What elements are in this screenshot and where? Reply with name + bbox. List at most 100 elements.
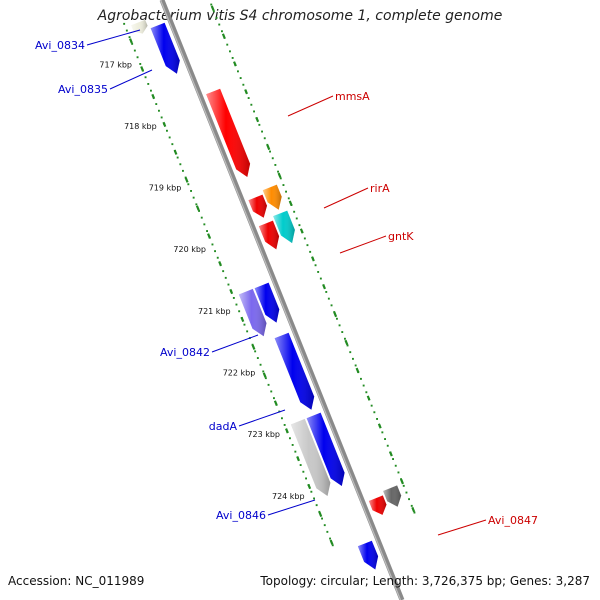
gene-label[interactable]: gntK: [388, 230, 414, 243]
tick-dot: [344, 337, 346, 340]
tick-dot: [295, 217, 298, 220]
gene-label[interactable]: Avi_0847: [488, 514, 538, 527]
label-leader-line: [211, 334, 259, 353]
label-leader-line: [339, 235, 387, 254]
gene-feature-fr2[interactable]: [258, 220, 280, 250]
tick-dot: [158, 109, 160, 112]
tick-dot: [381, 431, 384, 434]
tick-dash: [221, 33, 226, 39]
backbone-highlight: [159, 0, 402, 600]
gene-label[interactable]: mmsA: [335, 90, 370, 103]
tick-dot: [346, 344, 349, 347]
tick-dot: [267, 383, 270, 386]
gene-feature-f0847[interactable]: [368, 495, 387, 515]
gene-feature-fgntK[interactable]: [273, 210, 295, 244]
tick-dot: [221, 30, 223, 33]
gene-arrow-shading: [254, 282, 280, 323]
tick-dot: [410, 504, 413, 507]
accession-text: Accession: NC_011989: [8, 574, 145, 588]
gene-label[interactable]: Avi_0835: [58, 83, 108, 96]
tick-dot: [384, 438, 386, 440]
tick-dot: [238, 310, 241, 313]
tick-dot: [133, 49, 136, 52]
gene-feature-fr1[interactable]: [248, 194, 268, 218]
gene-arrow-shading: [206, 88, 251, 177]
tick-dot: [294, 450, 297, 453]
tick-dot: [373, 411, 376, 414]
tick-dot: [256, 357, 259, 359]
tick-dash: [400, 479, 404, 485]
tick-dot: [279, 177, 282, 180]
backbone-layer: [159, 0, 405, 600]
tick-dot: [302, 470, 305, 473]
gene-feature-fmmsA[interactable]: [206, 88, 251, 177]
tick-dash: [207, 233, 211, 239]
tick-dash: [288, 200, 293, 206]
tick-dot: [147, 83, 150, 85]
tick-dot: [242, 83, 245, 86]
tick-dot: [264, 377, 267, 380]
tick-dot: [271, 157, 274, 160]
tick-dot: [318, 510, 321, 513]
tick-dot: [392, 458, 394, 460]
gene-feature-frirA[interactable]: [262, 184, 282, 210]
tick-dot: [214, 250, 216, 253]
tick-dash: [173, 149, 178, 155]
tick-dot: [287, 197, 290, 200]
tick-dot: [171, 143, 174, 146]
gene-feature-f0842[interactable]: [238, 288, 267, 337]
tick-dash: [255, 116, 260, 123]
tick-dot: [282, 184, 285, 186]
tick-layer: 717 kbp 718 kbp 719 kbp 720 kbp 721 kbp 722 k…: [99, 3, 416, 547]
label-leader-line: [238, 409, 286, 427]
tick-dot: [144, 76, 147, 79]
gene-label[interactable]: Avi_0846: [216, 509, 266, 522]
gene-label[interactable]: Avi_0834: [35, 39, 85, 52]
gene-label[interactable]: Avi_0842: [160, 346, 210, 359]
gene-label[interactable]: dadA: [209, 420, 238, 433]
tick-dot: [198, 210, 200, 212]
tick-dot: [329, 537, 331, 540]
gene-arrow-shading: [150, 22, 180, 74]
gene-feature-f0834[interactable]: [131, 19, 148, 34]
tick-dot: [306, 244, 309, 247]
tick-dot: [200, 216, 203, 219]
tick-dot: [303, 237, 306, 240]
label-layer: Avi_0834 Avi_0835 mmsA rirA gntK Avi_0842 dadA…: [35, 29, 538, 536]
gene-feature-fgray[interactable]: [383, 485, 402, 507]
tick-dash: [333, 311, 338, 318]
tick-dash: [344, 339, 349, 346]
tick-dot: [323, 524, 326, 527]
tick-dot: [184, 176, 187, 179]
tick-dot: [394, 464, 397, 467]
tick-label: 719 kbp: [149, 184, 182, 193]
tick-dot: [402, 484, 405, 487]
tick-dot: [212, 10, 215, 13]
tick-dot: [211, 243, 214, 246]
gene-feature-fbottom[interactable]: [357, 540, 379, 570]
gene-arrow-shading: [238, 288, 267, 337]
tick-dot: [128, 36, 131, 39]
gene-feature-fdadA[interactable]: [274, 332, 315, 410]
tick-dot: [285, 190, 287, 193]
tick-dash: [266, 144, 271, 151]
tick-dot: [270, 390, 273, 393]
tick-dash: [285, 428, 289, 434]
label-leader-line: [86, 29, 141, 46]
tick-dot: [195, 203, 198, 206]
tick-dash: [307, 483, 312, 490]
tick-dot: [231, 57, 234, 59]
gene-feature-fblue1[interactable]: [254, 282, 280, 323]
tick-dash: [296, 456, 300, 462]
tick-dot: [123, 22, 126, 25]
gene-feature-fblue2[interactable]: [306, 412, 345, 486]
tick-dot: [298, 224, 301, 227]
feature-layer: [131, 19, 402, 570]
tick-dot: [203, 223, 206, 226]
tick-dash: [151, 93, 156, 100]
tick-label: 718 kbp: [124, 122, 157, 131]
gene-feature-f0835[interactable]: [150, 22, 180, 74]
gene-label[interactable]: rirA: [370, 182, 390, 195]
tick-dash: [277, 172, 282, 178]
gene-feature-f0846[interactable]: [290, 418, 331, 496]
